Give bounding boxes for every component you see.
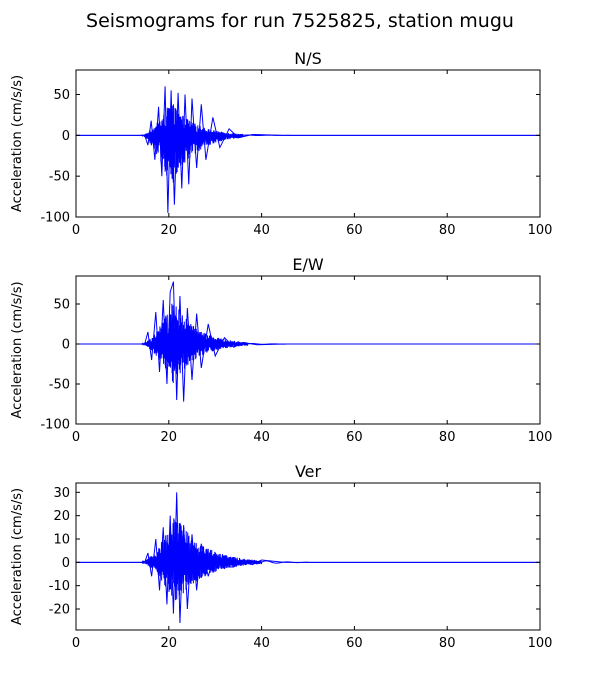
x-tick-label: 40 bbox=[253, 430, 270, 445]
x-tick-label: 0 bbox=[72, 636, 80, 651]
x-tick-label: 20 bbox=[161, 430, 178, 445]
y-tick-label: -100 bbox=[40, 418, 70, 433]
y-tick-label: 0 bbox=[62, 556, 70, 571]
x-tick-label: 80 bbox=[439, 430, 456, 445]
y-tick-label: -10 bbox=[49, 579, 70, 594]
x-tick-label: 20 bbox=[161, 223, 178, 238]
axes-frame bbox=[75, 69, 541, 218]
x-tick-label: 100 bbox=[528, 223, 553, 238]
y-tick-label: -50 bbox=[49, 170, 70, 185]
y-tick-label: 0 bbox=[62, 338, 70, 353]
y-tick-label: 20 bbox=[53, 509, 70, 524]
y-tick-label: -50 bbox=[49, 378, 70, 393]
x-tick-label: 60 bbox=[346, 636, 363, 651]
x-tick-label: 60 bbox=[346, 430, 363, 445]
y-tick-label: 30 bbox=[53, 486, 70, 501]
y-tick-label: 50 bbox=[53, 88, 70, 103]
y-axis-label: Acceleration (cm/s/s) bbox=[10, 75, 25, 212]
seismogram-trace-1 bbox=[76, 492, 540, 624]
y-axis-label: Acceleration (cm/s/s) bbox=[10, 488, 25, 625]
x-tick-label: 100 bbox=[528, 636, 553, 651]
x-tick-label: 40 bbox=[253, 223, 270, 238]
seismogram-trace-texture bbox=[76, 303, 540, 384]
x-tick-label: 100 bbox=[528, 430, 553, 445]
figure-title: Seismograms for run 7525825, station mug… bbox=[86, 10, 514, 32]
axes-frame bbox=[75, 482, 541, 631]
x-tick-label: 80 bbox=[439, 636, 456, 651]
seismogram-trace-1 bbox=[76, 281, 540, 402]
x-tick-label: 40 bbox=[253, 636, 270, 651]
y-tick-label: -100 bbox=[40, 211, 70, 226]
y-tick-label: 10 bbox=[53, 533, 70, 548]
x-tick-label: 60 bbox=[346, 223, 363, 238]
x-tick-label: 20 bbox=[161, 636, 178, 651]
seismogram-trace-1 bbox=[76, 86, 540, 213]
subplot-2: 0 20 40 60 80 100 -100 -50 0 50 E/W Acceleration (c… bbox=[10, 255, 552, 445]
y-tick-label: 50 bbox=[53, 298, 70, 313]
y-tick-label: 0 bbox=[62, 129, 70, 144]
subplot-title: N/S bbox=[294, 49, 322, 68]
seismogram-trace-texture bbox=[76, 104, 540, 183]
subplot-title: Ver bbox=[295, 462, 322, 481]
x-tick-label: 0 bbox=[72, 430, 80, 445]
x-tick-label: 80 bbox=[439, 223, 456, 238]
x-tick-label: 0 bbox=[72, 223, 80, 238]
subplot-title: E/W bbox=[292, 255, 324, 274]
axes-frame bbox=[75, 275, 541, 425]
y-tick-label: -20 bbox=[49, 603, 70, 618]
subplot-1: 0 20 40 60 80 100 -100 -50 0 50 N/S Acceleration (c… bbox=[10, 49, 552, 238]
y-axis-label: Acceleration (cm/s/s) bbox=[10, 281, 25, 418]
subplot-3: 0 20 40 60 80 100 -20 -10 0 10 20 30 Ver Acceleration… bbox=[10, 462, 552, 651]
